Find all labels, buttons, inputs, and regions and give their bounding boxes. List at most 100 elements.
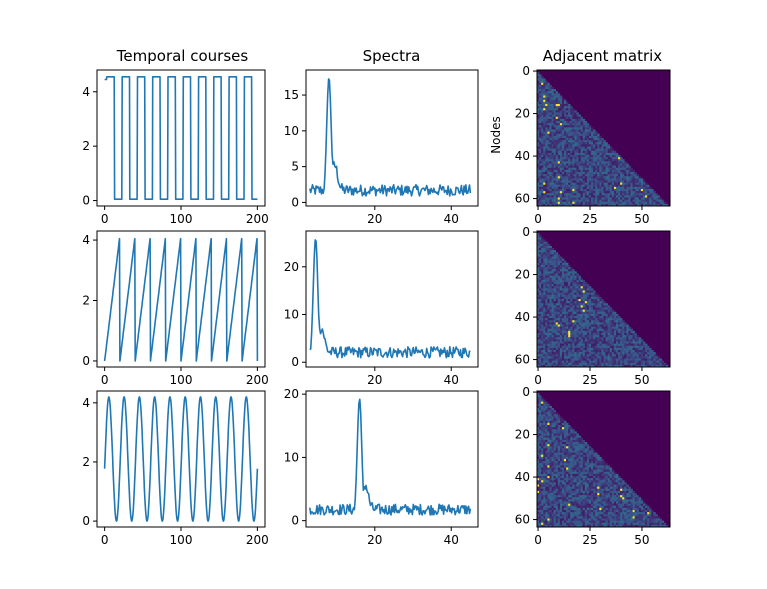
adjacency-1-cell xyxy=(636,364,640,368)
adjacency-0-cell xyxy=(609,184,613,188)
adjacency-1-cell xyxy=(597,326,600,330)
spectrum-0-xtick-label: 40 xyxy=(444,212,459,226)
adjacency-1-cell xyxy=(605,350,608,353)
adjacency-1-cell xyxy=(541,248,544,251)
adjacency-1-cell xyxy=(620,362,623,366)
adjacency-1-cell xyxy=(640,339,644,342)
adjacency-1-cell xyxy=(553,322,557,325)
adjacency-1-cell xyxy=(568,292,571,296)
adjacency-1-cell xyxy=(553,265,557,268)
adjacency-1-cell xyxy=(595,337,598,340)
adjacency-0-cell xyxy=(559,201,563,205)
adjacency-0-cell xyxy=(543,78,546,81)
adjacency-2-cell xyxy=(543,399,546,402)
adjacency-0-cell xyxy=(537,116,540,120)
adjacency-2-cell xyxy=(537,469,540,473)
adjacency-1-cell xyxy=(543,282,546,285)
adjacency-0-cell xyxy=(624,182,627,186)
temporal-1-series-line xyxy=(103,237,259,362)
adjacency-0-cell xyxy=(645,184,648,188)
adjacency-0-cell xyxy=(634,186,638,190)
adjacency-0-cell xyxy=(551,116,554,120)
adjacency-0-cell xyxy=(568,201,571,205)
adjacency-0-cell xyxy=(559,176,563,179)
adjacency-0-cell xyxy=(561,138,565,141)
adjacency-1-cell xyxy=(574,324,577,327)
adjacency-1-cell xyxy=(564,341,567,344)
adjacency-2-cell xyxy=(547,471,550,475)
adjacency-0-cell xyxy=(611,199,615,203)
adjacency-1-cell xyxy=(626,337,629,340)
adjacency-1-cell xyxy=(561,320,565,323)
adjacency-1-cell xyxy=(551,277,554,281)
adjacency-2-cell xyxy=(605,473,608,477)
adjacency-0-cell xyxy=(553,101,557,105)
adjacency-0-cell xyxy=(545,184,548,188)
adjacency-1-cell xyxy=(568,328,571,332)
adjacency-1-cell xyxy=(582,318,586,321)
adjacency-1-cell xyxy=(539,258,542,262)
adjacency-2-cell xyxy=(541,444,544,447)
adjacency-0-cell xyxy=(553,99,557,103)
adjacency-2-cell xyxy=(545,467,548,470)
adjacency-1-cell xyxy=(645,350,648,353)
adjacency-1-cell xyxy=(568,273,571,276)
adjacency-0-cell xyxy=(572,114,575,118)
adjacency-2-cell xyxy=(537,446,540,449)
adjacency-0-cell xyxy=(591,133,594,137)
adjacency-1-cell xyxy=(564,347,567,351)
adjacency-1-cell xyxy=(568,347,571,351)
adjacency-1-cell xyxy=(576,352,579,355)
adjacency-0-cell xyxy=(582,163,586,166)
adjacency-1-cell xyxy=(547,275,550,279)
title-temporal: Temporal courses xyxy=(116,47,249,65)
adjacency-0-cell xyxy=(605,199,608,203)
adjacency-1-cell xyxy=(559,269,563,272)
adjacency-0-cell xyxy=(561,165,565,169)
adjacency-0-cell xyxy=(615,165,619,169)
adjacency-2-cell xyxy=(564,465,567,468)
adjacency-1-cell xyxy=(545,290,548,293)
adjacency-0-cell xyxy=(570,110,573,113)
adjacency-1-cell xyxy=(555,288,559,291)
adjacency-0-cell xyxy=(568,150,571,154)
adjacency-0-cell xyxy=(613,155,617,158)
adjacency-2-cell xyxy=(559,439,563,443)
adjacency-1-cell xyxy=(597,318,600,321)
adjacency-1-cell xyxy=(545,352,548,355)
adjacency-0-cell xyxy=(541,127,544,130)
adjacency-2-cell xyxy=(584,471,588,475)
adjacency-0-cell xyxy=(539,110,542,113)
adjacency-0-cell xyxy=(605,182,608,186)
adjacency-1-cell xyxy=(620,345,623,349)
adjacency-2-cell xyxy=(591,467,594,470)
adjacency-1-cell xyxy=(582,303,586,306)
adjacency-0-cell xyxy=(611,195,615,198)
adjacency-0-cell xyxy=(622,161,625,164)
adjacency-0-cell xyxy=(582,133,586,137)
adjacency-1-cell xyxy=(580,294,584,298)
adjacency-0-cell xyxy=(603,155,606,158)
adjacency-0-cell xyxy=(609,189,613,192)
adjacency-0-xtick-label: 50 xyxy=(634,212,649,226)
adjacency-1-cell xyxy=(566,271,569,274)
adjacency-0-cell xyxy=(649,189,652,192)
adjacency-0-cell xyxy=(597,133,600,137)
adjacency-1-cell xyxy=(591,299,594,302)
adjacency-1-cell xyxy=(570,290,573,293)
adjacency-0-cell xyxy=(547,140,550,143)
adjacency-0-cell xyxy=(566,140,569,143)
adjacency-0-cell xyxy=(537,182,540,186)
adjacency-1-cell xyxy=(564,311,567,315)
adjacency-0-cell xyxy=(642,191,646,194)
adjacency-1-cell xyxy=(541,350,544,353)
adjacency-1-cell xyxy=(539,267,542,270)
adjacency-1-cell xyxy=(543,299,546,302)
adjacency-1-cell xyxy=(549,324,552,327)
adjacency-1-cell xyxy=(580,333,584,336)
adjacency-1-cell xyxy=(553,339,557,342)
adjacency-0-cell xyxy=(574,195,577,198)
adjacency-1-cell xyxy=(630,356,633,359)
adjacency-1-cell xyxy=(541,316,544,319)
adjacency-2-cell xyxy=(545,439,548,443)
